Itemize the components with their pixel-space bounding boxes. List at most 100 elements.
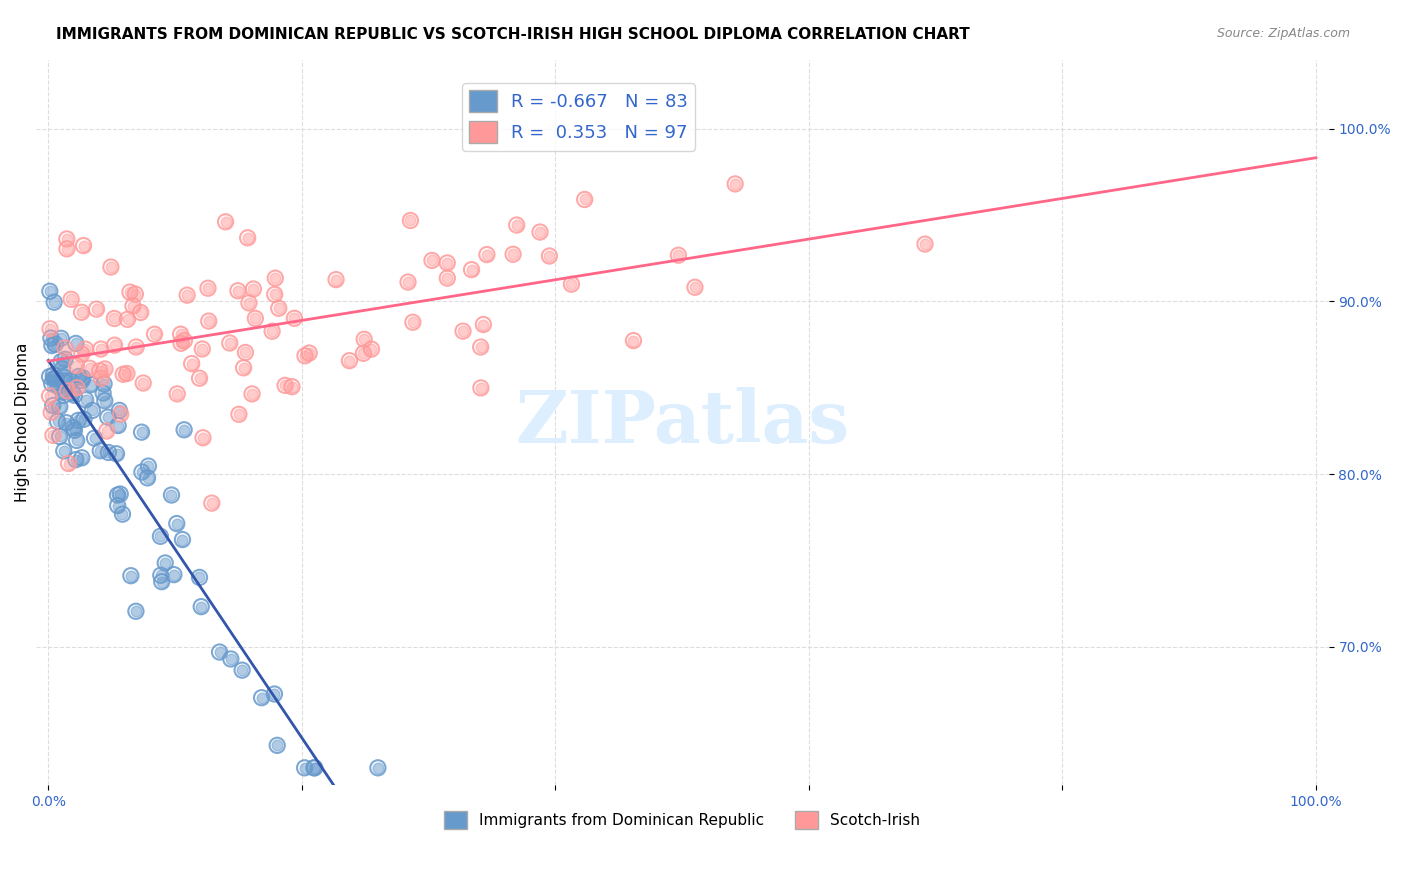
Point <box>41 338 63 352</box>
Point <box>65 359 87 373</box>
Point <box>170 336 193 351</box>
Point <box>399 213 422 227</box>
Point <box>42 368 65 382</box>
Point <box>166 516 188 531</box>
Point <box>218 336 240 351</box>
Point <box>436 271 458 285</box>
Point <box>60 374 83 388</box>
Point <box>240 387 263 401</box>
Point <box>49 354 72 368</box>
Point <box>125 340 148 354</box>
Point <box>39 322 62 336</box>
Point <box>108 403 131 417</box>
Point <box>367 761 389 775</box>
Point <box>107 499 129 513</box>
Point <box>138 459 160 474</box>
Point <box>124 287 146 301</box>
Point <box>66 434 89 448</box>
Point <box>560 277 582 292</box>
Point <box>111 507 134 521</box>
Point <box>107 488 129 502</box>
Point <box>339 353 361 368</box>
Point <box>42 428 65 442</box>
Point <box>232 360 254 375</box>
Point <box>262 324 284 338</box>
Point <box>228 407 250 421</box>
Point <box>472 318 495 332</box>
Point <box>60 293 83 307</box>
Point <box>38 285 60 299</box>
Point <box>242 282 264 296</box>
Point <box>42 368 65 382</box>
Point <box>267 301 290 316</box>
Point <box>89 443 111 458</box>
Point <box>263 687 285 701</box>
Point <box>188 570 211 584</box>
Point <box>262 324 284 338</box>
Point <box>197 281 219 295</box>
Point <box>72 371 94 385</box>
Point <box>176 288 198 302</box>
Point <box>352 346 374 360</box>
Point <box>56 232 79 246</box>
Point <box>169 327 191 342</box>
Point <box>353 332 375 346</box>
Point <box>231 663 253 677</box>
Point <box>245 311 267 326</box>
Point <box>110 407 132 421</box>
Point <box>236 231 259 245</box>
Point <box>283 311 305 326</box>
Point <box>44 337 66 351</box>
Point <box>49 400 72 414</box>
Point <box>52 444 75 458</box>
Point <box>70 450 93 465</box>
Point <box>124 287 146 301</box>
Point <box>502 247 524 261</box>
Point <box>242 282 264 296</box>
Point <box>65 359 87 373</box>
Point <box>51 362 73 376</box>
Point <box>103 311 125 326</box>
Point <box>399 213 422 227</box>
Point <box>226 284 249 298</box>
Point <box>236 231 259 245</box>
Point <box>129 305 152 319</box>
Point <box>75 342 97 356</box>
Point <box>683 280 706 294</box>
Point <box>67 413 90 427</box>
Point <box>131 465 153 479</box>
Point <box>100 260 122 274</box>
Point <box>191 342 214 356</box>
Point <box>219 652 242 666</box>
Point <box>89 364 111 378</box>
Point <box>560 277 582 292</box>
Point <box>83 431 105 445</box>
Point <box>502 247 524 261</box>
Point <box>574 193 596 207</box>
Point <box>86 302 108 317</box>
Point <box>180 357 202 371</box>
Point <box>470 381 492 395</box>
Point <box>65 452 87 467</box>
Point <box>89 443 111 458</box>
Point <box>90 371 112 385</box>
Point <box>360 342 382 356</box>
Point <box>65 336 87 351</box>
Point <box>97 445 120 459</box>
Point <box>149 568 172 582</box>
Point <box>250 690 273 705</box>
Point <box>250 690 273 705</box>
Point <box>125 604 148 618</box>
Point <box>90 342 112 356</box>
Point <box>360 342 382 356</box>
Point <box>396 275 419 289</box>
Point <box>294 761 316 775</box>
Point <box>42 371 65 385</box>
Point <box>122 299 145 313</box>
Point <box>191 342 214 356</box>
Point <box>914 237 936 252</box>
Point <box>39 405 62 419</box>
Point <box>110 487 132 501</box>
Point <box>96 424 118 438</box>
Point <box>117 312 139 326</box>
